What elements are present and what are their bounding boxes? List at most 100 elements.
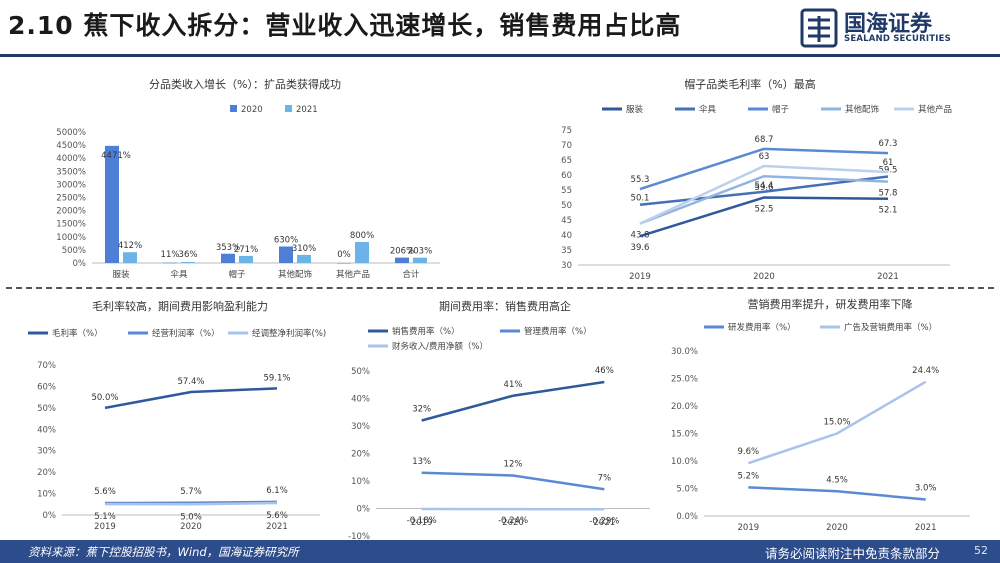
legend-label: 广告及营销费用率（%） <box>844 322 937 333</box>
y-tick-label: 50% <box>351 367 370 377</box>
chart-title: 帽子品类毛利率（%）最高 <box>684 77 815 91</box>
y-tick-label: 2000% <box>56 207 86 217</box>
x-tick-label: 2019 <box>94 522 116 532</box>
data-label: 5.6% <box>94 487 116 497</box>
y-tick-label: 15.0% <box>671 430 698 440</box>
data-label: 12% <box>504 460 523 470</box>
data-label: 54.4 <box>755 181 774 191</box>
x-tick-label: 伞具 <box>170 269 188 280</box>
series-line <box>748 486 926 501</box>
legend-label: 销售费用率（%） <box>392 326 460 337</box>
x-tick-label: 2020 <box>826 523 848 533</box>
x-tick-label: 2019 <box>411 518 433 528</box>
y-tick-label: 30% <box>37 447 56 457</box>
x-tick-label: 2021 <box>877 272 899 282</box>
data-label: 5.0% <box>180 512 202 522</box>
data-label: 4471% <box>101 151 131 161</box>
data-label: 55.3 <box>631 175 650 185</box>
logo-text-cn: 国海证券 <box>844 12 933 37</box>
data-label: 24.4% <box>912 366 939 376</box>
y-tick-label: 2500% <box>56 194 86 204</box>
x-tick-label: 帽子 <box>228 269 246 280</box>
data-label: 310% <box>292 244 316 254</box>
chart-category-revenue-growth: 分品类收入增长（%）：扩品类获得成功 2020 2021 0% 500% 1000% 150… <box>56 77 440 280</box>
data-label: 3.0% <box>915 484 937 494</box>
x-tick-label: 2021 <box>594 518 616 528</box>
y-tick-label: 5000% <box>56 128 86 138</box>
y-tick-label: 10.0% <box>671 457 698 467</box>
data-label: 5.6% <box>266 511 288 521</box>
legend-swatch <box>230 105 237 112</box>
y-tick-label: 0% <box>357 505 371 515</box>
data-label: 36% <box>179 250 198 260</box>
y-tick-label: 5.0% <box>676 485 698 495</box>
data-label: 63 <box>759 152 770 162</box>
series-line <box>639 196 889 238</box>
y-tick-label: 75 <box>561 126 572 136</box>
y-tick-label: 40 <box>561 231 572 241</box>
data-label: 412% <box>118 241 142 251</box>
series-line <box>421 380 605 422</box>
legend-label: 伞具 <box>699 104 717 115</box>
legend-label: 经营利润率（%） <box>152 328 220 339</box>
bar <box>355 242 369 263</box>
y-tick-label: 30% <box>351 422 370 432</box>
x-tick-label: 服装 <box>112 269 130 280</box>
bar <box>279 246 293 263</box>
y-tick-label: 0.0% <box>676 512 698 522</box>
source-note: 资料来源：蕉下控股招股书，Wind，国海证券研究所 <box>28 545 299 559</box>
data-label: 13% <box>412 457 431 467</box>
y-tick-label: 55 <box>561 186 572 196</box>
x-tick-label: 2019 <box>629 272 651 282</box>
data-label: 50.0% <box>91 393 118 403</box>
y-tick-label: 0% <box>43 511 57 521</box>
chart-title: 期间费用率：销售费用高企 <box>439 299 571 313</box>
x-tick-label: 2020 <box>180 522 202 532</box>
x-tick-label: 2021 <box>915 523 937 533</box>
bar <box>297 254 311 263</box>
bar <box>337 263 351 264</box>
y-tick-label: 30.0% <box>671 347 698 357</box>
data-label: 52.5 <box>755 205 774 215</box>
legend-label: 其他配饰 <box>845 104 880 115</box>
logo-text-en: SEALAND SECURITIES <box>844 34 951 44</box>
x-tick-label: 2019 <box>738 523 760 533</box>
y-tick-label: 30 <box>561 261 572 271</box>
series-line <box>104 387 278 410</box>
chart-title: 分品类收入增长（%）：扩品类获得成功 <box>149 77 341 91</box>
section-divider <box>6 287 994 289</box>
x-tick-label: 2021 <box>266 522 288 532</box>
bar <box>413 257 427 263</box>
y-tick-label: 10% <box>37 490 56 500</box>
bar <box>181 262 195 263</box>
x-tick-label: 其他配饰 <box>278 269 313 280</box>
data-label: 5.2% <box>738 471 760 481</box>
series-line <box>639 147 889 191</box>
legend-label: 2021 <box>296 105 318 115</box>
data-label: -0.18% <box>407 516 437 526</box>
data-label: 5.1% <box>94 512 116 522</box>
y-tick-label: 70% <box>37 361 56 371</box>
data-label: 203% <box>408 247 432 257</box>
chart-title: 营销费用率提升，研发费用率下降 <box>748 297 913 311</box>
y-tick-label: 50 <box>561 201 572 211</box>
data-label: 59.6 <box>755 183 774 193</box>
brand-logo: 国海证券 SEALAND SECURITIES <box>800 6 990 50</box>
data-label: 59.5 <box>879 166 898 176</box>
data-label: 61 <box>883 158 894 168</box>
y-tick-label: 50% <box>37 404 56 414</box>
data-label: -0.29% <box>589 516 619 526</box>
y-tick-label: 0% <box>73 259 87 269</box>
y-tick-label: 65 <box>561 156 572 166</box>
data-label: 67.3 <box>879 139 898 149</box>
data-label: 11% <box>161 250 180 260</box>
legend-label: 服装 <box>626 104 644 115</box>
data-label: 41% <box>504 380 523 390</box>
y-tick-label: 3500% <box>56 167 86 177</box>
y-tick-label: 35 <box>561 246 572 256</box>
x-tick-label: 合计 <box>402 269 420 280</box>
data-label: 206% <box>390 247 414 257</box>
series-line <box>421 471 605 491</box>
data-label: 15.0% <box>823 418 850 428</box>
